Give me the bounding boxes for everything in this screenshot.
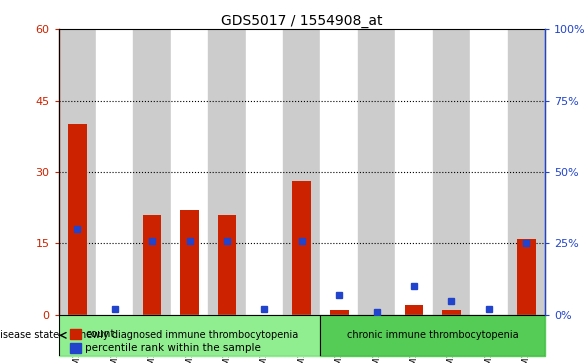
Bar [507, 29, 545, 315]
Bar [68, 124, 87, 315]
Text: chronic immune thrombocytopenia: chronic immune thrombocytopenia [347, 330, 519, 340]
Bar [517, 239, 536, 315]
Bar [470, 29, 507, 315]
Bar [283, 29, 321, 315]
Bar [180, 210, 199, 315]
Bar [217, 215, 236, 315]
Bar [134, 29, 171, 315]
Bar [442, 310, 461, 315]
Text: newly diagnosed immune thrombocytopenia: newly diagnosed immune thrombocytopenia [80, 330, 299, 340]
Bar [432, 29, 470, 315]
Title: GDS5017 / 1554908_at: GDS5017 / 1554908_at [221, 14, 383, 28]
Bar [405, 305, 424, 315]
Bar [59, 29, 96, 315]
Text: disease state: disease state [0, 330, 59, 340]
Bar [171, 29, 208, 315]
Bar [292, 182, 311, 315]
Bar [321, 315, 545, 356]
Bar [321, 29, 358, 315]
Bar [246, 29, 283, 315]
Bar [143, 215, 162, 315]
Text: percentile rank within the sample: percentile rank within the sample [85, 343, 261, 353]
Bar [358, 29, 396, 315]
Bar [396, 29, 432, 315]
Bar [208, 29, 246, 315]
Bar [96, 29, 134, 315]
Bar [59, 315, 321, 356]
Bar [330, 310, 349, 315]
Text: count: count [85, 329, 114, 339]
